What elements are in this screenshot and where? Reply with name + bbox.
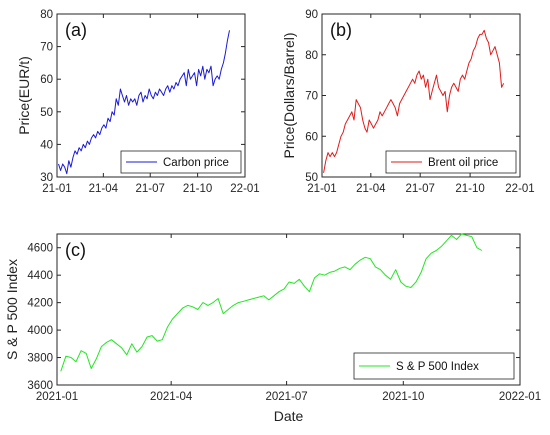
x-tick-label: 21-04	[89, 183, 119, 195]
legend-box	[385, 150, 517, 174]
y-tick-label: 3600	[27, 380, 53, 392]
x-tick-label: 2021-10	[382, 391, 424, 403]
y-tick-label: 80	[305, 50, 318, 62]
axes-box	[56, 233, 521, 386]
legend: S & P 500 Index	[353, 352, 515, 380]
x-tick-label: 2021-07	[265, 391, 307, 403]
legend-label: Carbon price	[163, 157, 229, 169]
x-tick-label: 21-10	[183, 183, 212, 195]
y-axis-label: Price(Dollars/Barrel)	[281, 32, 297, 158]
y-tick-label: 4400	[27, 270, 53, 282]
legend: Carbon price	[120, 150, 242, 174]
panel-tag: (a)	[65, 20, 87, 40]
x-tick-label: 21-01	[307, 183, 336, 195]
x-tick-label: 21-07	[405, 183, 434, 195]
x-tick-label: 22-01	[505, 183, 534, 195]
y-tick-label: 3800	[27, 353, 53, 365]
x-tick-label: 21-10	[455, 183, 484, 195]
x-tick-label: 2021-04	[150, 391, 193, 403]
y-tick-label: 4200	[27, 298, 53, 310]
x-tick-label: 21-07	[136, 183, 165, 195]
series-line-0	[58, 30, 230, 175]
legend-box	[120, 150, 242, 174]
axes-box	[56, 13, 246, 178]
y-tick-label: 50	[40, 107, 53, 119]
y-tick-label: 80	[40, 9, 53, 21]
y-axis-label: Price(EUR/t)	[16, 56, 32, 135]
y-tick-label: 4600	[27, 243, 53, 255]
series-line-0	[323, 29, 505, 173]
panel-tag: (c)	[65, 240, 86, 260]
y-axis-label: S & P 500 Index	[4, 259, 20, 360]
y-tick-label: 70	[40, 42, 53, 54]
y-tick-label: 30	[40, 172, 53, 184]
legend-label: S & P 500 Index	[396, 361, 479, 373]
series-line-0	[60, 233, 483, 372]
x-tick-label: 2022-01	[499, 391, 541, 403]
panel-tag: (b)	[330, 20, 352, 40]
y-tick-label: 50	[305, 172, 318, 184]
x-tick-label: 22-01	[230, 183, 259, 195]
legend-label: Brent oil price	[428, 157, 498, 169]
x-axis-label: Date	[274, 408, 304, 424]
y-tick-label: 40	[40, 139, 53, 151]
legend: Brent oil price	[385, 150, 517, 174]
x-tick-label: 21-04	[356, 183, 386, 195]
x-tick-label: 2021-01	[36, 391, 78, 403]
chart-panel-b: 21-01 21-04 21-07 21-10 22-01 50 60 70 80 90 Price…	[281, 9, 535, 195]
chart-panel-a: 21-01 21-04 21-07 21-10 22-01 30 40 50 60 70 80 Pri…	[16, 9, 260, 195]
y-tick-label: 70	[305, 91, 318, 103]
chart-panel-c: 2021-01 2021-04 2021-07 2021-10 2022-01 3600 3…	[4, 233, 541, 424]
y-tick-label: 4000	[27, 325, 53, 337]
y-tick-label: 90	[305, 9, 318, 21]
y-tick-label: 60	[40, 74, 53, 86]
y-tick-label: 60	[305, 131, 318, 143]
x-tick-label: 21-01	[42, 183, 71, 195]
